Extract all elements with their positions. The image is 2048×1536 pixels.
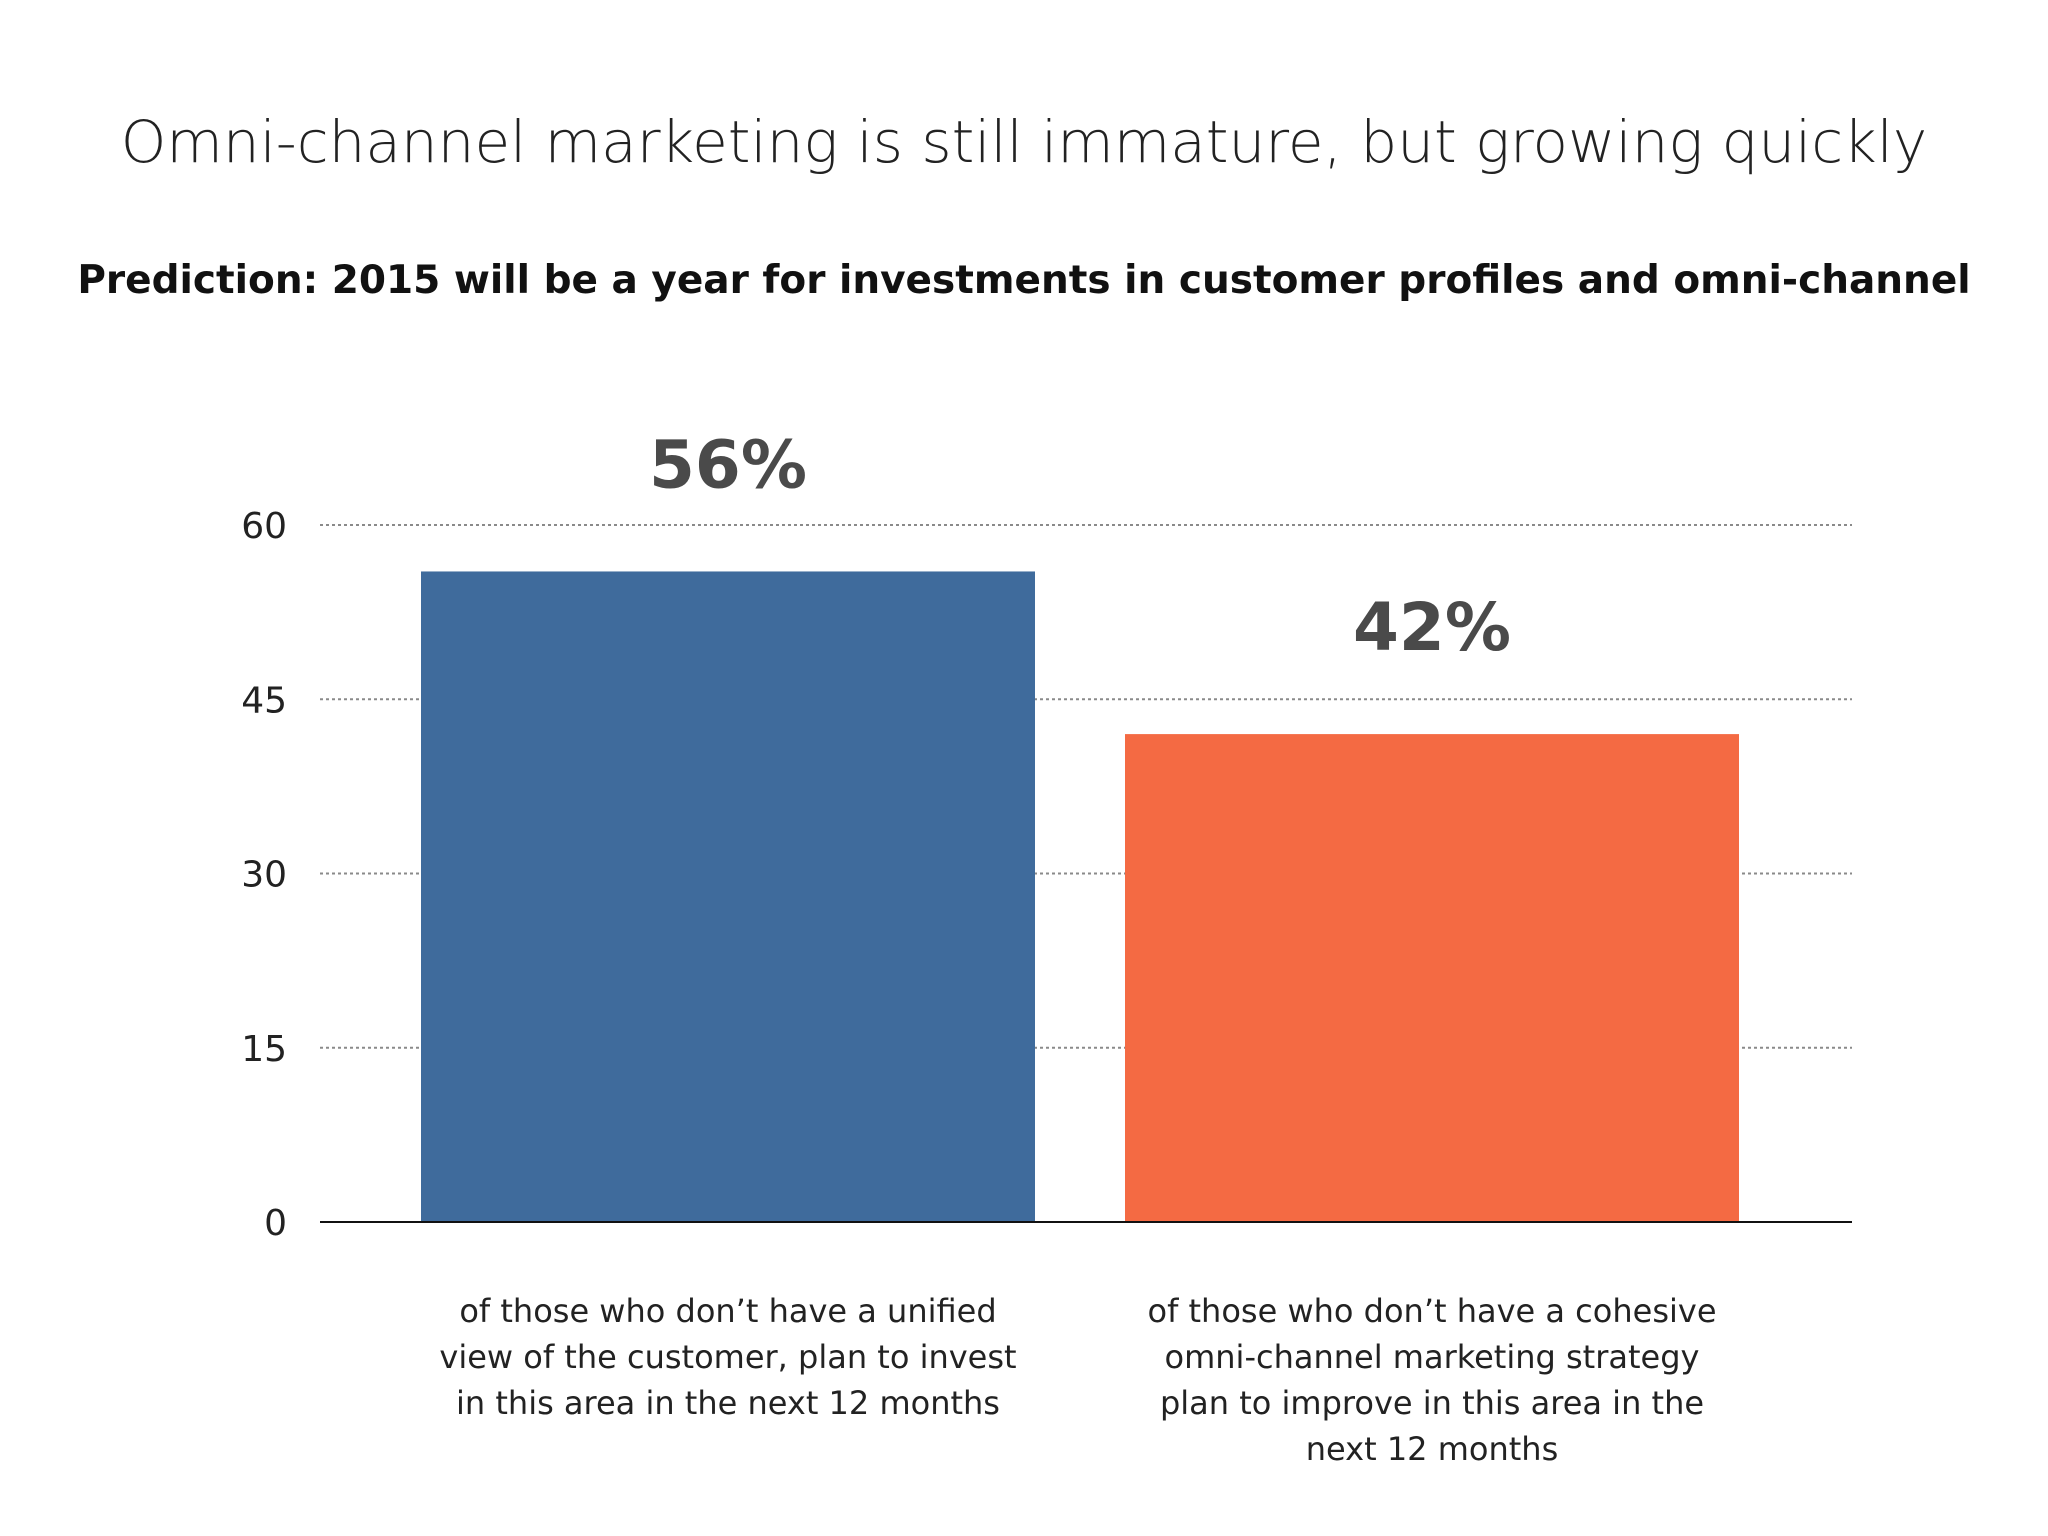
category-label-omni-channel-strategy: of those who don’t have a cohesive omni-… [1147,1292,1717,1468]
y-tick-label-15: 15 [241,1029,287,1070]
chart-title: Omni-channel marketing is still immature… [120,108,1928,176]
bar-1 [1125,734,1739,1222]
y-tick-label-45: 45 [241,680,287,721]
category-label-unified-view: of those who don’t have a unified view o… [439,1292,1017,1422]
bar-0 [421,571,1035,1222]
data-label-0: 56% [649,426,807,503]
y-tick-label-30: 30 [241,855,287,896]
y-tick-label-0: 0 [264,1203,287,1244]
y-tick-label-60: 60 [241,506,287,547]
data-label-1: 42% [1353,589,1511,666]
chart-subtitle: Prediction: 2015 will be a year for inve… [77,258,1971,303]
